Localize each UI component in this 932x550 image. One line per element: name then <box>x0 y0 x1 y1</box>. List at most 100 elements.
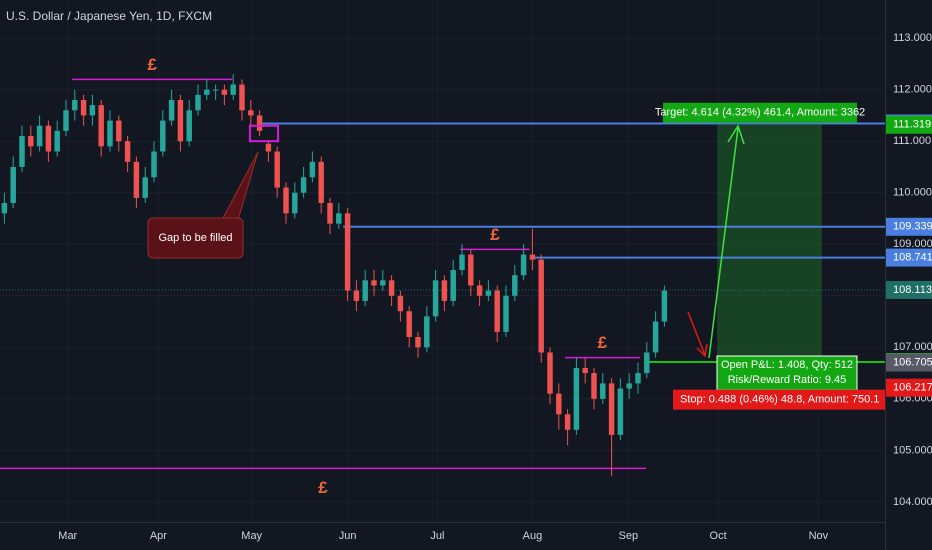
price-tag <box>886 353 932 372</box>
candle-body <box>19 136 25 167</box>
candle-body <box>239 84 245 111</box>
candle-body <box>344 213 351 291</box>
candle-body <box>116 120 122 142</box>
candle-body <box>10 166 16 204</box>
x-tick-label: Apr <box>150 530 167 542</box>
candle-body <box>80 99 87 116</box>
candle-body <box>661 290 668 322</box>
candle-body <box>124 141 131 162</box>
candle-body <box>186 110 192 142</box>
x-tick-label: Jul <box>430 530 444 542</box>
candle-body <box>652 321 659 353</box>
candle-body <box>212 89 219 91</box>
candle-body <box>177 99 184 142</box>
candle-body <box>362 280 368 301</box>
candle-body <box>45 125 52 152</box>
x-tick-label: Mar <box>58 530 77 542</box>
candle-body <box>608 383 615 435</box>
candle-body <box>292 192 298 214</box>
pattern-label: £ <box>148 55 158 74</box>
gap-box <box>248 124 280 143</box>
overlays: Gap to be filled Target: 4.614 (4.32%) 46… <box>147 102 932 410</box>
price-tag-label: 106.217 <box>893 382 932 394</box>
price-tag <box>886 378 932 397</box>
candle-body <box>72 99 78 111</box>
price-tag-label: 108.113 <box>893 284 932 296</box>
price-tag <box>886 217 932 236</box>
candle-body <box>388 280 395 296</box>
y-tick-label: 112.000 <box>893 84 932 96</box>
candle-body <box>520 254 527 276</box>
candle-body <box>309 161 316 178</box>
candle-body <box>494 290 500 332</box>
candle-body <box>591 373 597 399</box>
price-tag <box>886 115 932 134</box>
candle-body <box>476 285 483 296</box>
candle-body <box>512 275 518 296</box>
candle-body <box>441 280 448 301</box>
target-label-box <box>663 102 857 123</box>
candle-body <box>406 311 412 338</box>
candle-body <box>503 295 509 332</box>
candle-body <box>573 367 580 430</box>
candle-body <box>151 151 157 178</box>
candle-body <box>371 280 377 286</box>
annotation-text: Gap to be filled <box>159 232 233 244</box>
stop-label-box <box>673 389 885 410</box>
candle-body <box>300 177 307 193</box>
candle-body <box>468 254 474 286</box>
candle-body <box>397 295 404 312</box>
candle-body <box>265 143 272 152</box>
price-tag-label: 108.741 <box>893 252 932 264</box>
candle-body <box>54 130 60 152</box>
rr-label: Risk/Reward Ratio: 9.45 <box>728 374 847 386</box>
candle-body <box>221 89 228 95</box>
candle-body <box>98 105 104 147</box>
candle-body <box>600 383 606 399</box>
x-tick-label: Aug <box>523 530 543 542</box>
price-tag <box>886 248 932 267</box>
candle-body <box>283 187 289 214</box>
candle-body <box>380 280 386 286</box>
target-label: Target: 4.614 (4.32%) 461.4, Amount: 336… <box>655 107 865 119</box>
candle-body <box>168 99 175 121</box>
y-tick-label: 113.000 <box>893 32 932 44</box>
x-tick-label: Oct <box>710 530 727 542</box>
candle-body <box>538 259 544 353</box>
candle-body <box>1 203 8 214</box>
candle-body <box>459 254 465 271</box>
price-tag-label: 106.705 <box>893 356 932 368</box>
stop-label: Stop: 0.488 (0.46%) 48.8, Amount: 750.1 <box>680 394 879 406</box>
candle-body <box>582 367 588 374</box>
candle-body <box>450 270 456 301</box>
candle-body <box>485 290 492 296</box>
red-arrow <box>687 311 708 358</box>
candle-body <box>336 213 342 224</box>
candle-body <box>89 105 96 116</box>
price-tag <box>886 280 932 299</box>
plot: £ £ £ £ <box>0 55 885 497</box>
pattern-label: £ <box>598 333 608 352</box>
annotation-box <box>147 217 244 259</box>
candle-body <box>644 352 650 374</box>
chart-title: U.S. Dollar / Japanese Yen, 1D, FXCM <box>6 9 212 23</box>
candle-body <box>353 290 360 301</box>
x-tick-label: May <box>241 530 262 542</box>
pnl-box <box>716 355 858 391</box>
x-tick-label: Nov <box>809 530 829 542</box>
candle-body <box>626 383 632 389</box>
candle-body <box>142 177 148 198</box>
candle-body <box>63 110 69 131</box>
candle-body <box>195 94 201 111</box>
y-tick-label: 104.000 <box>893 496 932 508</box>
pattern-label: £ <box>490 225 500 244</box>
candle-body <box>133 161 140 198</box>
candle-body <box>36 125 43 147</box>
candle-body <box>547 352 553 394</box>
pattern-label: £ <box>318 478 328 497</box>
candle-body <box>432 280 439 317</box>
candle-body <box>160 120 166 152</box>
candle-body <box>318 161 324 204</box>
